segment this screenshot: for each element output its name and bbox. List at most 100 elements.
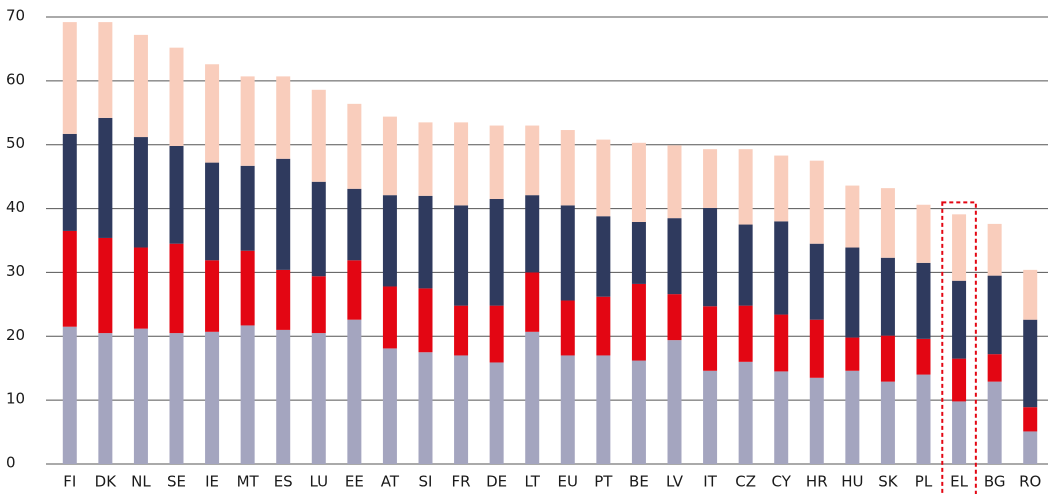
bar-segment [489, 198, 504, 306]
bar-segment [382, 195, 397, 287]
highlight-box [941, 201, 977, 494]
bar-segment [596, 355, 611, 464]
bar-segment [62, 133, 77, 231]
bar-segment [169, 145, 184, 244]
y-tick-label: 70 [6, 7, 25, 25]
bar-segment [525, 125, 540, 196]
x-tick-label: BE [629, 473, 649, 491]
bar-segment [347, 260, 362, 320]
bar-segment [240, 76, 255, 166]
bar-segment [987, 223, 1002, 276]
x-tick-label: FI [63, 473, 76, 491]
bar-segment [98, 22, 113, 118]
bar-segment [454, 305, 469, 356]
bar-segment [738, 224, 753, 306]
bar-segment [880, 257, 895, 336]
x-tick-label: NL [131, 473, 151, 491]
bar-segment [774, 371, 789, 464]
x-tick-label: EE [345, 473, 364, 491]
bar-segment [987, 354, 1002, 382]
bar-segment [560, 355, 575, 464]
bar-segment [845, 185, 860, 248]
x-tick-label: HR [806, 473, 828, 491]
bar-segment [667, 145, 682, 219]
bar-segment [276, 158, 291, 270]
bar-segment [311, 181, 326, 277]
bar-segment [880, 381, 895, 464]
bar-segment [738, 149, 753, 225]
x-tick-label: IT [703, 473, 717, 491]
x-tick-label: LT [524, 473, 540, 491]
bar-segment [880, 188, 895, 258]
bar-segment [525, 195, 540, 273]
bar-segment [62, 326, 77, 464]
bar-segment [916, 262, 931, 339]
bar-segment [454, 122, 469, 206]
bar-segment [205, 162, 220, 261]
bar-segment [703, 370, 718, 464]
x-tick-label: HU [841, 473, 863, 491]
bar-segment [382, 116, 397, 196]
bar-segment [560, 205, 575, 301]
bar-segment [133, 328, 148, 464]
bar-segment [667, 294, 682, 341]
x-tick-label: FR [452, 473, 471, 491]
bar-segment [952, 358, 967, 402]
bar-segment [311, 333, 326, 464]
bar-segment [276, 269, 291, 330]
bar-segment [62, 22, 77, 134]
bar-segment [489, 125, 504, 199]
bar-segment [560, 300, 575, 356]
bar-segment [98, 333, 113, 464]
bar-segment [240, 250, 255, 326]
bar-segment [845, 370, 860, 464]
y-tick-label: 40 [6, 198, 25, 216]
bar-segment [916, 374, 931, 464]
bar-segment [738, 305, 753, 362]
bar-segment [276, 329, 291, 464]
bar-segment [560, 130, 575, 206]
x-tick-label: IE [205, 473, 219, 491]
bar-segment [845, 247, 860, 338]
bar-segment [774, 155, 789, 222]
bar-segment [311, 276, 326, 334]
bar-segment [454, 205, 469, 306]
x-tick-label: RO [1019, 473, 1041, 491]
x-tick-label: AT [381, 473, 400, 491]
bar-segment [311, 89, 326, 182]
bar-segment [1023, 319, 1038, 408]
y-tick-label: 0 [6, 454, 16, 472]
x-tick-label: DE [486, 473, 507, 491]
bar-segment [631, 360, 646, 464]
bar-segment [1023, 269, 1038, 320]
bar-segment [738, 361, 753, 464]
bar-segment [240, 165, 255, 251]
bar-segment [631, 221, 646, 284]
bar-segment [169, 333, 184, 464]
bar-segment [418, 195, 433, 289]
x-tick-label: DK [95, 473, 118, 491]
bar-segment [845, 337, 860, 371]
bar-segment [952, 280, 967, 359]
x-tick-label: BG [984, 473, 1006, 491]
bar-segment [347, 188, 362, 261]
bar-segment [205, 260, 220, 332]
bar-segment [631, 142, 646, 222]
bar-segment [347, 103, 362, 189]
bar-segment [1023, 407, 1038, 432]
bar-segment [1023, 431, 1038, 464]
bar-segment [596, 216, 611, 297]
bar-segment [205, 64, 220, 163]
x-tick-label: LU [309, 473, 328, 491]
bar-segment [703, 306, 718, 371]
bar-segment [952, 401, 967, 464]
y-tick-label: 20 [6, 326, 25, 344]
bar-segment [880, 335, 895, 382]
y-tick-label: 30 [6, 262, 25, 280]
bar-segment [596, 296, 611, 356]
x-tick-label: LV [666, 473, 684, 491]
x-tick-label: SE [167, 473, 186, 491]
bar-segment [774, 221, 789, 315]
x-tick-label: CY [772, 473, 792, 491]
